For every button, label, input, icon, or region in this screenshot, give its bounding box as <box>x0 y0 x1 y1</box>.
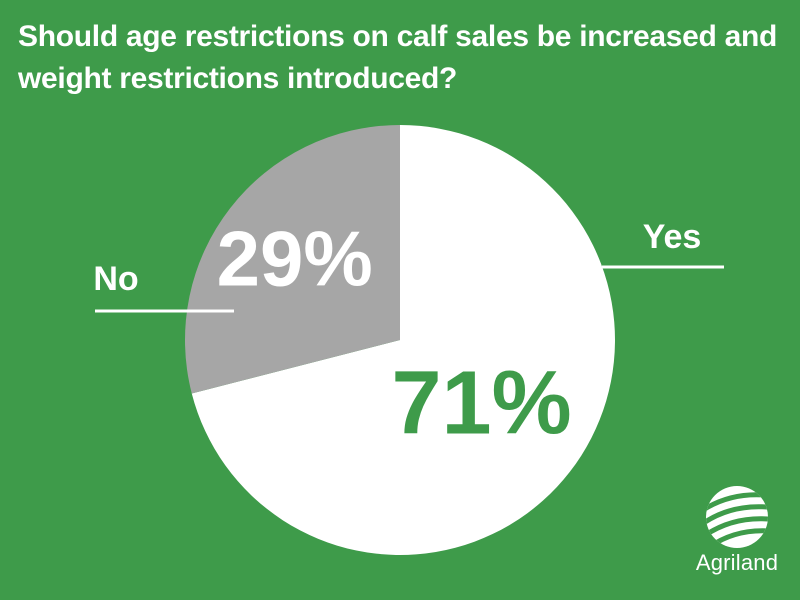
pie-slices <box>185 125 616 555</box>
chart-title: Should age restrictions on calf sales be… <box>18 20 778 95</box>
agriland-field-logo-icon <box>706 486 768 548</box>
value-label-no: 29% <box>217 214 373 302</box>
category-label-yes: Yes <box>643 218 702 256</box>
pie-labels: 71% Yes 29% No <box>93 214 701 453</box>
pie-slice-no <box>185 125 400 394</box>
category-label-no: No <box>93 260 138 298</box>
brand-name: Agriland <box>695 550 779 575</box>
value-label-yes: 71% <box>391 353 571 453</box>
agriland-logo: Agriland <box>682 484 792 584</box>
leader-lines <box>95 265 724 313</box>
pie-slice-yes <box>191 125 616 555</box>
